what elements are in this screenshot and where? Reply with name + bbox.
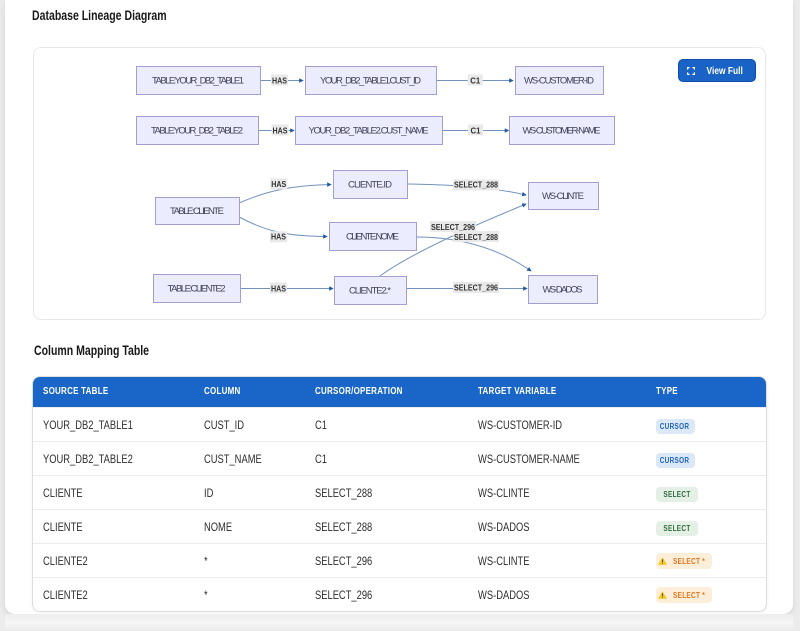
svg-text:TABLE:YOUR_DB2_TABLE1: TABLE:YOUR_DB2_TABLE1 — [152, 76, 244, 87]
svg-text:WS-DADOS: WS-DADOS — [543, 285, 583, 296]
svg-text:HAS: HAS — [271, 233, 287, 242]
svg-text:SELECT_288: SELECT_288 — [454, 181, 498, 190]
svg-text:TABLE:YOUR_DB2_TABLE2: TABLE:YOUR_DB2_TABLE2 — [151, 126, 243, 137]
svg-text:C1: C1 — [470, 77, 481, 86]
svg-text:SELECT_288: SELECT_288 — [454, 233, 498, 242]
svg-text:WS-CLINTE: WS-CLINTE — [542, 191, 584, 202]
svg-text:C1: C1 — [471, 127, 482, 136]
svg-text:TABLE:CLIENTE2: TABLE:CLIENTE2 — [168, 284, 226, 295]
svg-text:SELECT_296: SELECT_296 — [431, 223, 475, 232]
svg-text:HAS: HAS — [273, 127, 289, 136]
svg-text:TABLE:CLIENTE: TABLE:CLIENTE — [170, 206, 224, 217]
svg-text:HAS: HAS — [271, 285, 287, 294]
svg-text:CLIENTE2.*: CLIENTE2.* — [349, 286, 391, 297]
svg-text:CLIENTE.NOME: CLIENTE.NOME — [346, 232, 399, 243]
svg-text:SELECT_296: SELECT_296 — [454, 284, 498, 293]
svg-text:HAS: HAS — [272, 77, 288, 86]
svg-text:HAS: HAS — [271, 180, 287, 189]
svg-text:YOUR_DB2_TABLE2.CUST_NAME: YOUR_DB2_TABLE2.CUST_NAME — [309, 126, 429, 137]
svg-text:CLIENTE.ID: CLIENTE.ID — [348, 180, 392, 191]
svg-text:YOUR_DB2_TABLE1.CUST_ID: YOUR_DB2_TABLE1.CUST_ID — [320, 76, 421, 87]
svg-text:WS-CUSTOMER-NAME: WS-CUSTOMER-NAME — [523, 126, 601, 137]
svg-text:WS-CUSTOMER-ID: WS-CUSTOMER-ID — [524, 76, 594, 87]
